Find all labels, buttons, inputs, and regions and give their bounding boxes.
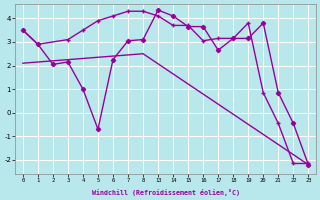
X-axis label: Windchill (Refroidissement éolien,°C): Windchill (Refroidissement éolien,°C) [92, 189, 240, 196]
